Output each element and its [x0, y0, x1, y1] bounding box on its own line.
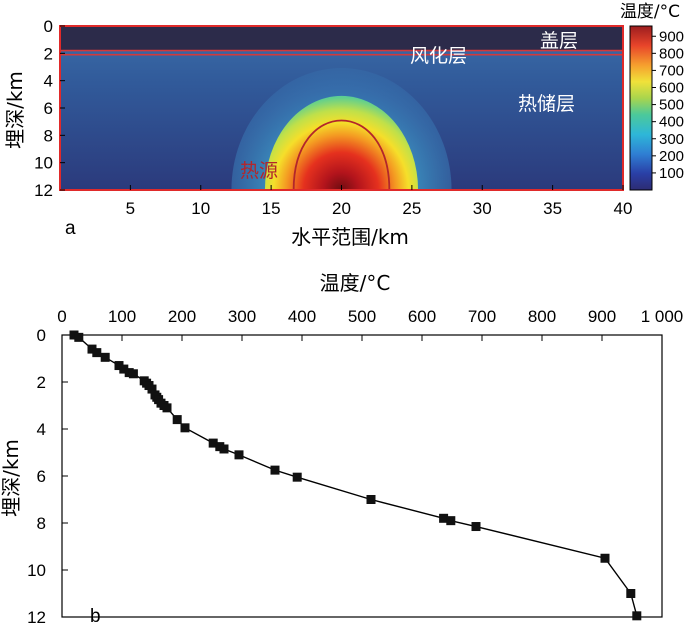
- y-tick-label: 2: [44, 44, 53, 63]
- data-point: [234, 450, 244, 460]
- y-tick-label: 10: [34, 154, 53, 173]
- data-point: [632, 611, 642, 621]
- data-point: [100, 352, 110, 362]
- cap-layer-fill: [60, 26, 623, 51]
- x-tick-label: 20: [332, 199, 351, 218]
- colorbar-tick-label: 400: [659, 114, 684, 131]
- data-point: [128, 369, 138, 379]
- label-heat-source: 热源: [240, 160, 278, 182]
- panel-b-y-axis-title: 埋深/km: [0, 439, 23, 517]
- panel-b-frame: [61, 334, 663, 618]
- panel-a-x-axis-title: 水平范围/km: [291, 225, 409, 249]
- y-tick-label: 0: [44, 17, 53, 36]
- data-point: [219, 444, 229, 454]
- colorbar-tick-label: 900: [659, 28, 684, 45]
- y-tick-label: 6: [37, 467, 46, 486]
- data-point: [208, 438, 218, 448]
- x-tick-label: 100: [108, 307, 136, 326]
- y-tick-label: 4: [44, 72, 53, 91]
- x-tick-label: 300: [228, 307, 256, 326]
- data-point: [172, 415, 182, 425]
- y-tick-label: 8: [44, 126, 53, 145]
- panel-b-label: b: [90, 606, 101, 627]
- panel-a-label: a: [65, 218, 76, 239]
- y-tick-label: 10: [27, 561, 46, 580]
- x-tick-label: 35: [543, 199, 562, 218]
- data-point: [119, 364, 129, 374]
- data-point: [471, 522, 481, 532]
- data-point: [626, 589, 636, 598]
- x-tick-label: 10: [191, 199, 210, 218]
- x-tick-label: 200: [168, 307, 196, 326]
- colorbar-title: 温度/°C: [620, 2, 680, 22]
- x-tick-label: 600: [408, 307, 436, 326]
- x-tick-label: 1 000: [641, 307, 684, 326]
- x-tick-label: 900: [588, 307, 616, 326]
- y-tick-label: 0: [37, 326, 46, 345]
- colorbar-tick-label: 700: [659, 62, 684, 79]
- heat-source-fill: [264, 95, 419, 190]
- x-tick-label: 700: [468, 307, 496, 326]
- data-point: [162, 403, 172, 413]
- heatmap-field: [60, 26, 623, 190]
- x-tick-label: 800: [528, 307, 556, 326]
- x-tick-label: 5: [126, 199, 135, 218]
- label-weathered-layer: 风化层: [410, 45, 467, 67]
- panel-a-y-axis-title: 埋深/km: [3, 71, 27, 149]
- x-tick-label: 30: [473, 199, 492, 218]
- colorbar-tick-label: 200: [659, 148, 684, 165]
- x-tick-label: 40: [614, 199, 633, 218]
- panel-b-x-ticks: 0 100 200 300 400 500 600 700 800 900 1 000: [57, 307, 683, 341]
- y-tick-label: 12: [34, 181, 53, 200]
- data-point: [600, 553, 610, 563]
- series-points: [69, 330, 642, 621]
- data-point: [147, 384, 157, 394]
- line-panel-b: 0 100 200 300 400 500 600 700 800 900 1 000 0 2 4 6 8 1…: [0, 271, 683, 627]
- colorbar-tick-label: 800: [659, 45, 684, 62]
- colorbar-gradient: [629, 25, 653, 191]
- x-tick-label: 0: [57, 307, 66, 326]
- data-point: [92, 348, 102, 358]
- y-tick-label: 4: [37, 420, 46, 439]
- data-point: [69, 330, 79, 340]
- data-point: [180, 423, 190, 433]
- x-tick-label: 25: [402, 199, 421, 218]
- panel-b-x-axis-title: 温度/°C: [320, 271, 391, 295]
- colorbar-tick-label: 600: [659, 80, 684, 97]
- data-point: [74, 332, 84, 342]
- data-point: [446, 516, 456, 526]
- x-tick-label: 500: [348, 307, 376, 326]
- label-cap-layer: 盖层: [540, 30, 578, 52]
- heat-source-boundary: [292, 119, 391, 190]
- data-point: [114, 361, 124, 371]
- y-tick-label: 12: [27, 608, 46, 627]
- y-tick-label: 2: [37, 373, 46, 392]
- data-point: [292, 472, 302, 482]
- x-tick-label: 400: [288, 307, 316, 326]
- panel-b-y-ticks: 0 2 4 6 8 10 12: [27, 326, 68, 627]
- label-reservoir-layer: 热储层: [518, 93, 575, 115]
- data-point: [87, 344, 97, 354]
- data-point: [366, 495, 376, 504]
- y-tick-label: 6: [44, 99, 53, 118]
- colorbar-tick-label: 500: [659, 97, 684, 114]
- data-point: [439, 513, 449, 523]
- x-tick-label: 15: [262, 199, 281, 218]
- colorbar-tick-label: 100: [659, 165, 684, 182]
- data-point: [270, 465, 280, 475]
- y-tick-label: 8: [37, 514, 46, 533]
- panel-a-y-ticks: 0 2 4 6 8 10 12: [34, 17, 65, 200]
- colorbar-tick-label: 300: [659, 131, 684, 148]
- panel-a-x-ticks: 5 10 15 20 25 30 35 40: [126, 185, 633, 218]
